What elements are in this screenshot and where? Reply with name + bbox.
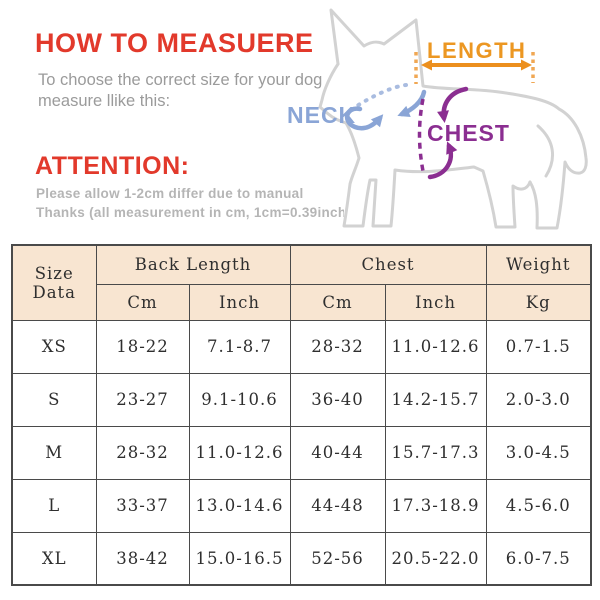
chest-cm-cell: 40-44 <box>289 425 386 480</box>
dog-measurement-diagram <box>318 8 588 230</box>
subtitle: To choose the correct size for your dog … <box>38 70 322 112</box>
dog-outline-drawing <box>318 8 588 230</box>
chest-inch-cell: 20.5-22.0 <box>384 531 487 586</box>
attention-note: Please allow 1-2cm differ due to manual … <box>36 184 344 222</box>
unit-header-back-cm: Cm <box>95 283 190 321</box>
column-header-chest: Chest <box>289 244 487 285</box>
size-cell: XS <box>11 319 97 374</box>
chest-label: CHEST <box>427 120 510 146</box>
chest-inch-cell: 15.7-17.3 <box>384 425 487 480</box>
size-table: Size Data Back Length Chest Weight Cm In… <box>11 244 592 586</box>
size-cell: S <box>11 372 97 427</box>
size-cell: M <box>11 425 97 480</box>
chest-cm-cell: 28-32 <box>289 319 386 374</box>
chest-arrow-icon <box>417 86 469 180</box>
back-cm-cell: 18-22 <box>95 319 190 374</box>
back-inch-cell: 15.0-16.5 <box>188 531 291 586</box>
weight-kg-cell: 0.7-1.5 <box>485 319 592 374</box>
unit-header-weight-kg: Kg <box>485 283 592 321</box>
unit-header-back-inch: Inch <box>188 283 291 321</box>
back-cm-cell: 28-32 <box>95 425 190 480</box>
weight-kg-cell: 4.5-6.0 <box>485 478 592 533</box>
page-title: HOW TO MEASUERE <box>35 28 314 58</box>
attention-line1: Please allow 1-2cm differ due to manual … <box>36 186 308 201</box>
back-cm-cell: 23-27 <box>95 372 190 427</box>
neck-arrow-icon <box>344 83 427 131</box>
chest-inch-cell: 14.2-15.7 <box>384 372 487 427</box>
unit-header-chest-inch: Inch <box>384 283 487 321</box>
neck-label: NECK <box>287 102 357 128</box>
unit-header-chest-cm: Cm <box>289 283 386 321</box>
chest-cm-cell: 52-56 <box>289 531 386 586</box>
chest-cm-cell: 36-40 <box>289 372 386 427</box>
chest-inch-cell: 17.3-18.9 <box>384 478 487 533</box>
column-header-weight: Weight <box>485 244 592 285</box>
column-header-back-length: Back Length <box>95 244 291 285</box>
attention-heading: ATTENTION: <box>35 152 190 180</box>
back-cm-cell: 38-42 <box>95 531 190 586</box>
table-row-s: S 23-27 9.1-10.6 36-40 14.2-15.7 2.0-3.0 <box>11 372 592 427</box>
length-arrow-icon <box>414 52 535 84</box>
back-inch-cell: 9.1-10.6 <box>188 372 291 427</box>
size-cell: L <box>11 478 97 533</box>
subtitle-line2: measure llike this: <box>38 92 171 110</box>
size-data-corner-cell: Size Data <box>11 244 97 321</box>
weight-kg-cell: 3.0-4.5 <box>485 425 592 480</box>
chest-inch-cell: 11.0-12.6 <box>384 319 487 374</box>
subtitle-line1: To choose the correct size for your dog <box>38 71 323 89</box>
table-row-xs: XS 18-22 7.1-8.7 28-32 11.0-12.6 0.7-1.5 <box>11 319 592 374</box>
table-row-xl: XL 38-42 15.0-16.5 52-56 20.5-22.0 6.0-7… <box>11 531 592 586</box>
attention-line2: Thanks (all measurement in cm, 1cm=0.39i… <box>36 205 344 220</box>
length-label: LENGTH <box>427 38 527 63</box>
table-row-m: M 28-32 11.0-12.6 40-44 15.7-17.3 3.0-4.… <box>11 425 592 480</box>
back-inch-cell: 11.0-12.6 <box>188 425 291 480</box>
back-cm-cell: 33-37 <box>95 478 190 533</box>
back-inch-cell: 7.1-8.7 <box>188 319 291 374</box>
size-cell: XL <box>11 531 97 586</box>
weight-kg-cell: 2.0-3.0 <box>485 372 592 427</box>
chest-cm-cell: 44-48 <box>289 478 386 533</box>
back-inch-cell: 13.0-14.6 <box>188 478 291 533</box>
weight-kg-cell: 6.0-7.5 <box>485 531 592 586</box>
table-row-l: L 33-37 13.0-14.6 44-48 17.3-18.9 4.5-6.… <box>11 478 592 533</box>
